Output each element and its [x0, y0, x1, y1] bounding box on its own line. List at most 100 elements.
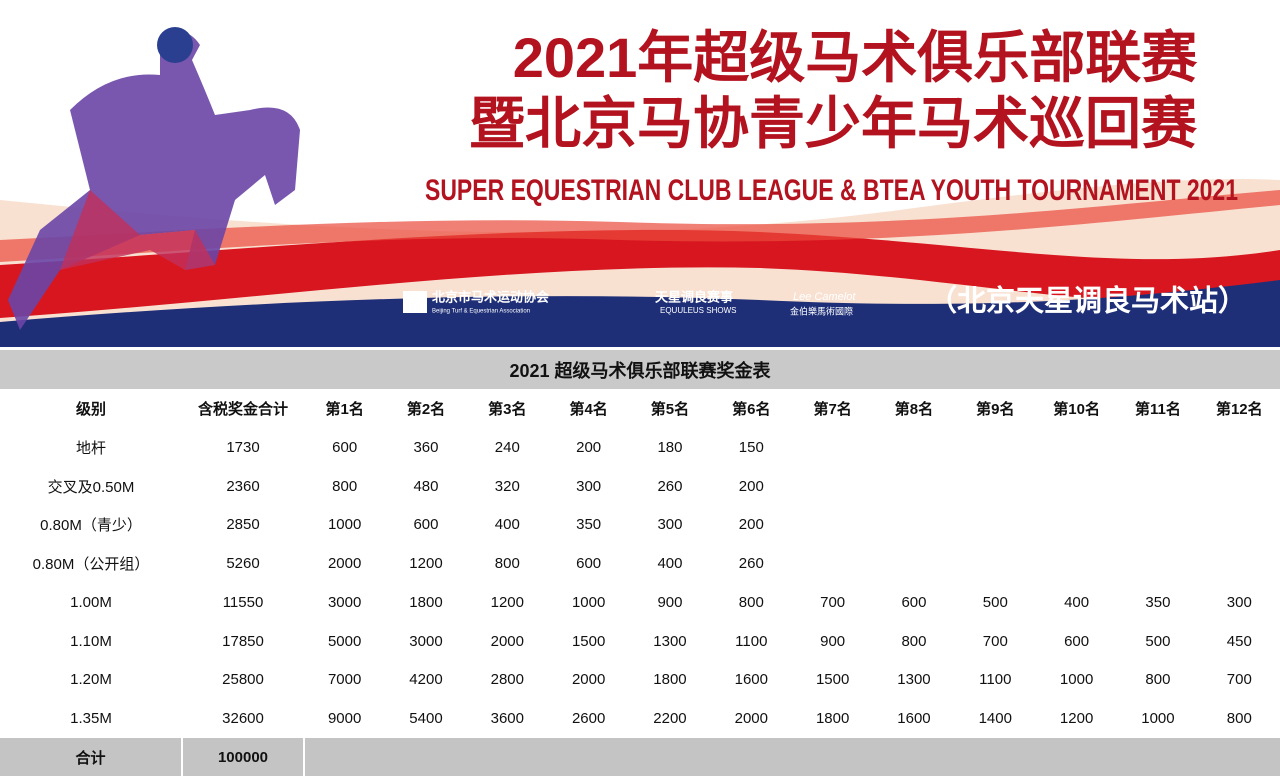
cell: 600 — [413, 516, 439, 534]
cell: 180 — [657, 438, 683, 456]
cell: 1000 — [327, 516, 362, 534]
header-cell: 第1名 — [325, 401, 364, 418]
empty-cell — [1117, 506, 1198, 545]
wave-orange — [0, 190, 1280, 262]
header-cell: 第8名 — [894, 401, 934, 418]
cell: 800 — [332, 477, 358, 495]
header-row: 级别 含税奖金合计 第1名 第2名 第3名 第4名 第5名 第6名 第7名 第8名 第9名 第10名 第… — [0, 389, 1280, 428]
cell: 300 — [1226, 593, 1252, 611]
cell: 800 — [1145, 671, 1171, 689]
header-cell: 第7名 — [813, 401, 852, 418]
table-row: 1.20M 25800 7000 4200 2800 2000 1800 1600 1500 13… — [0, 661, 1280, 700]
cell: 交叉及0.50M — [47, 478, 135, 496]
cell: 7000 — [327, 671, 362, 689]
cell: 2800 — [490, 671, 524, 689]
table-body: 2021 超级马术俱乐部联赛奖金表 级别 含税奖金合计 第1名 第2名 第3名 第4名 第5… — [0, 350, 1280, 776]
cell: 0.80M（公开组） — [32, 556, 150, 574]
wave-blue — [0, 280, 1280, 347]
cell: 1600 — [897, 710, 931, 728]
logo-name: 北京市马术运动协会 — [432, 289, 550, 304]
cell: 2360 — [226, 477, 260, 495]
cell: 2600 — [571, 710, 606, 728]
header-cell: 第11名 — [1135, 401, 1181, 418]
empty-cell — [873, 544, 954, 583]
cell: 17850 — [222, 632, 264, 650]
empty-cell — [792, 428, 873, 467]
cell: 500 — [982, 593, 1008, 611]
prize-table: 2021 超级马术俱乐部联赛奖金表 级别 含税奖金合计 第1名 第2名 第3名 第4名 第5… — [0, 350, 1280, 776]
empty-cell — [873, 506, 954, 545]
cell: 200 — [738, 477, 764, 495]
cell: 700 — [820, 593, 846, 611]
title-line1: 2021年超级马术俱乐部联赛 — [513, 26, 1199, 89]
cell: 2200 — [653, 710, 687, 728]
cell: 1800 — [653, 671, 687, 689]
title-line2: 暨北京马协青少年马术巡回赛 — [469, 92, 1198, 155]
cell: 1200 — [490, 593, 524, 611]
cell: 600 — [1064, 632, 1090, 650]
table-title-row: 2021 超级马术俱乐部联赛奖金表 — [0, 350, 1280, 389]
cell: 1100 — [735, 632, 768, 650]
header-cell: 第2名 — [406, 401, 446, 418]
table-row: 0.80M（青少） 2850 1000 600 400 350 300 200 — [0, 506, 1280, 545]
cell: 32600 — [222, 710, 264, 728]
cell: 1500 — [571, 632, 606, 650]
empty-cell — [873, 467, 954, 506]
empty-cell — [1036, 428, 1117, 467]
cell: 1300 — [897, 671, 931, 689]
cell: 5000 — [327, 632, 362, 650]
logo-name: Lee Camelot — [793, 291, 856, 303]
cell: 1.10M — [70, 632, 112, 650]
empty-cell — [955, 428, 1036, 467]
empty-cell — [1117, 544, 1198, 583]
cell: 1200 — [409, 555, 443, 573]
table-title: 2021 超级马术俱乐部联赛奖金表 — [0, 350, 1280, 389]
cell: 600 — [901, 593, 927, 611]
logo-subname: EQUULEUS SHOWS — [660, 306, 736, 315]
cell: 700 — [982, 632, 1008, 650]
total-label: 合计 — [0, 738, 183, 776]
cell: 1600 — [734, 671, 768, 689]
cell: 600 — [576, 555, 602, 573]
cell: 900 — [657, 593, 683, 611]
table-row: 交叉及0.50M 2360 800 480 320 300 260 200 — [0, 467, 1280, 506]
cell: 3000 — [327, 593, 362, 611]
table-row: 1.10M 17850 5000 3000 2000 1500 1300 1100 900 800… — [0, 622, 1280, 661]
banner: 2021年超级马术俱乐部联赛 暨北京马协青少年马术巡回赛 SUPER EQUES… — [0, 0, 1280, 347]
empty-cell — [1199, 506, 1280, 545]
cell: 1500 — [815, 671, 850, 689]
rider-helmet — [157, 27, 193, 63]
cell: 1400 — [978, 710, 1012, 728]
header-cell: 第10名 — [1053, 401, 1100, 418]
empty-cell — [1036, 544, 1117, 583]
cell: 1000 — [1059, 671, 1094, 689]
cell: 1300 — [653, 632, 687, 650]
cell: 240 — [494, 438, 520, 456]
empty-cell — [955, 506, 1036, 545]
cell: 450 — [1226, 632, 1252, 650]
cell: 1.00M — [70, 593, 112, 611]
cell: 300 — [576, 477, 602, 495]
cell: 9000 — [327, 710, 362, 728]
wave-red — [0, 229, 1280, 318]
header-cell: 第3名 — [488, 401, 527, 418]
cell: 500 — [1145, 632, 1171, 650]
cell: 150 — [738, 438, 764, 456]
table-row: 0.80M（公开组） 5260 2000 1200 800 600 400 260 — [0, 544, 1280, 583]
cell: 800 — [901, 632, 927, 650]
empty-cell — [1199, 544, 1280, 583]
total-filler — [304, 738, 1280, 776]
cell: 2000 — [734, 710, 768, 728]
cell: 25800 — [222, 671, 264, 689]
cell: 3000 — [409, 632, 443, 650]
cell: 400 — [494, 516, 520, 534]
cell: 1200 — [1059, 710, 1094, 728]
header-cell: 第12名 — [1215, 401, 1263, 418]
header-cell: 第6名 — [732, 401, 771, 418]
cell: 350 — [1145, 593, 1171, 611]
cell: 3600 — [490, 710, 524, 728]
cell: 1800 — [409, 593, 443, 611]
cell: 400 — [1064, 593, 1090, 611]
cell: 1800 — [815, 710, 850, 728]
cell: 200 — [738, 516, 764, 534]
